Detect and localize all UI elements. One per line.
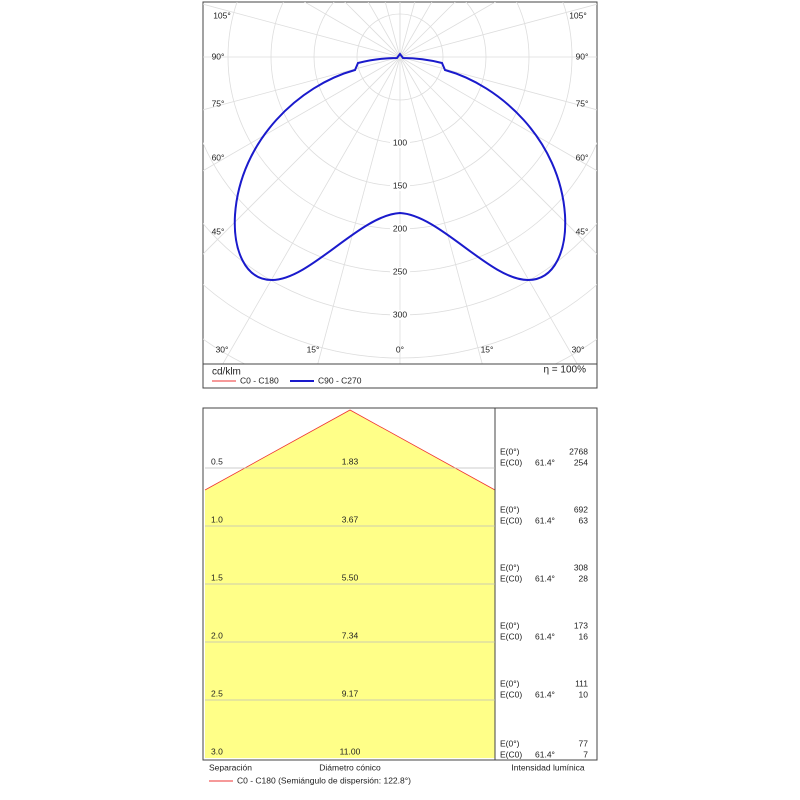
angle-label: 45°	[576, 226, 589, 236]
e0: 111	[575, 678, 588, 688]
grid-ray	[399, 56, 597, 172]
ring-label-bg	[390, 267, 410, 277]
header: Intensidad lumínica	[511, 762, 585, 772]
angle-label: 75°	[212, 98, 225, 108]
header: Separación	[209, 762, 252, 772]
ring-label-bg	[390, 138, 410, 148]
e0-label: E(0°)	[500, 504, 520, 514]
distance: 0.5	[211, 456, 223, 466]
grid-ray	[203, 56, 401, 111]
distance: 1.0	[211, 514, 223, 524]
ec0: 7	[583, 749, 588, 759]
e0: 692	[574, 504, 588, 514]
angle-label: 90°	[212, 51, 225, 61]
e0-label: E(0°)	[500, 620, 520, 630]
diameter: 1.83	[342, 456, 359, 466]
ring-label-bg	[390, 310, 410, 320]
angle-label: 60°	[212, 152, 225, 162]
efficiency: η = 100%	[543, 365, 586, 376]
ring-label: 300	[393, 309, 407, 319]
diameter: 3.67	[342, 514, 359, 524]
angle-label: 45°	[212, 226, 225, 236]
grid-ray	[399, 2, 497, 58]
angle: 61.4°	[535, 573, 555, 583]
grid-ray	[399, 56, 578, 364]
ring-label: 250	[393, 266, 407, 276]
unit: cd/klm	[212, 367, 241, 378]
ring-label: 200	[393, 223, 407, 233]
e0: 77	[579, 738, 589, 748]
e0: 308	[574, 562, 588, 572]
ring-label-bg	[390, 181, 410, 191]
diameter: 7.34	[342, 630, 359, 640]
e0-label: E(0°)	[500, 446, 520, 456]
angle-label: 0°	[396, 344, 404, 354]
angle: 61.4°	[535, 689, 555, 699]
ec0-label: E(C0)	[500, 749, 522, 759]
grid-ray	[399, 56, 597, 255]
grid-ray	[203, 56, 401, 172]
angle-label: 90°	[576, 51, 589, 61]
grid-ray	[222, 56, 401, 364]
ec0-label: E(C0)	[500, 457, 522, 467]
distance: 3.0	[211, 746, 223, 756]
e0-label: E(0°)	[500, 562, 520, 572]
angle: 61.4°	[535, 749, 555, 759]
angle: 61.4°	[535, 457, 555, 467]
grid-ray	[203, 3, 401, 58]
diameter: 9.17	[342, 688, 359, 698]
ec0-label: E(C0)	[500, 573, 522, 583]
angle-label: 75°	[576, 98, 589, 108]
distance: 1.5	[211, 572, 223, 582]
ec0-label: E(C0)	[500, 515, 522, 525]
distance: 2.5	[211, 688, 223, 698]
grid-ray	[399, 56, 597, 111]
distance: 2.0	[211, 630, 223, 640]
ec0: 10	[579, 689, 589, 699]
angle: 61.4°	[535, 631, 555, 641]
angle-label: 15°	[481, 344, 494, 354]
e0-label: E(0°)	[500, 678, 520, 688]
ec0: 254	[574, 457, 588, 467]
grid-ray	[399, 56, 483, 364]
c90-curve	[233, 52, 567, 282]
angle: 61.4°	[535, 515, 555, 525]
angle-label: 15°	[307, 344, 320, 354]
diameter: 11.00	[340, 746, 361, 756]
e0-label: E(0°)	[500, 738, 520, 748]
e0: 2768	[569, 446, 588, 456]
angle-label: 60°	[576, 152, 589, 162]
ring-label-bg	[390, 224, 410, 234]
ec0: 16	[579, 631, 589, 641]
grid-ray	[317, 56, 401, 364]
ec0: 28	[579, 573, 589, 583]
ec0-label: E(C0)	[500, 689, 522, 699]
angle-label: 105°	[569, 10, 587, 20]
ec0-label: E(C0)	[500, 631, 522, 641]
grid-ray	[399, 3, 597, 58]
ec0: 63	[579, 515, 589, 525]
grid-ray	[303, 2, 401, 58]
grid-ray	[203, 56, 401, 255]
legend-label: C0 - C180	[240, 375, 279, 385]
angle-label: 30°	[572, 344, 585, 354]
e0: 173	[574, 620, 588, 630]
header: Diámetro cónico	[319, 762, 381, 772]
diameter: 5.50	[342, 572, 359, 582]
cone-edge	[204, 409, 496, 491]
legend-label: C0 - C180 (Semiángulo de dispersión: 122…	[237, 775, 411, 785]
angle-label: 30°	[216, 344, 229, 354]
ring-label: 150	[393, 180, 407, 190]
legend-label: C90 - C270	[318, 375, 362, 385]
ring-label: 100	[393, 137, 407, 147]
angle-label: 105°	[213, 10, 231, 20]
